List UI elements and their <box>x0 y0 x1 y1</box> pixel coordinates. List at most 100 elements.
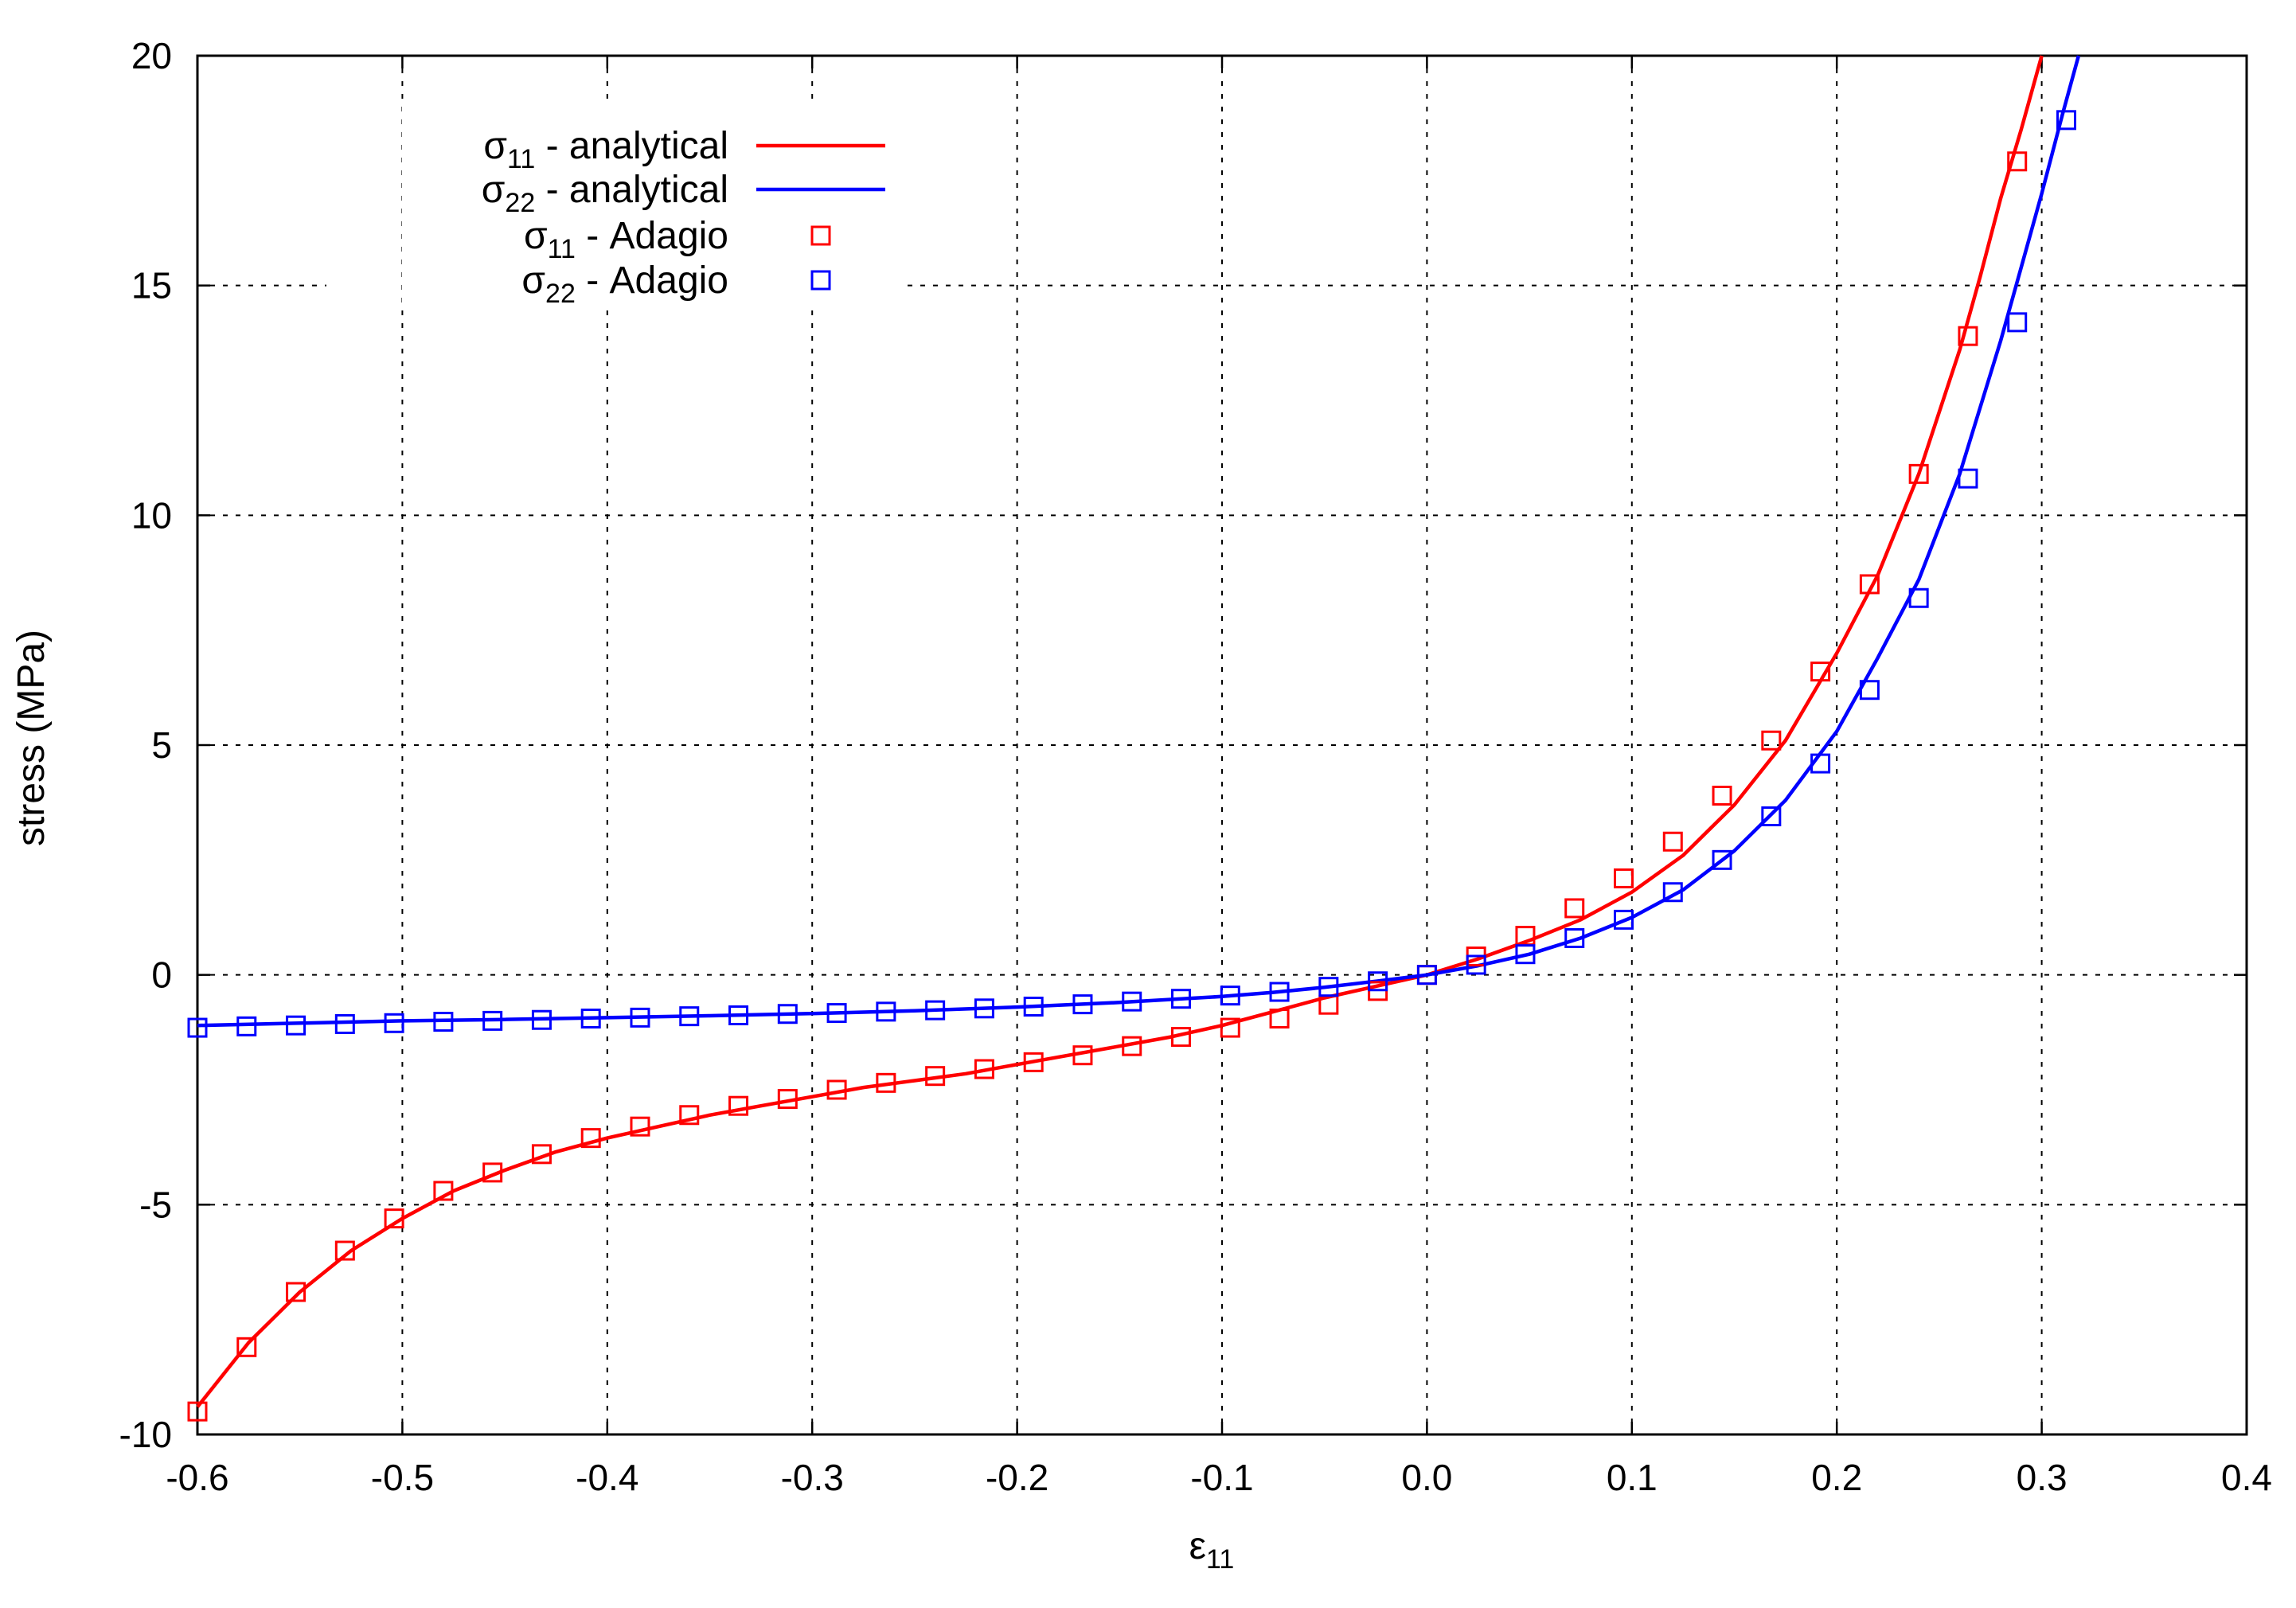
legend-label-s11-analytical: σ11 - analytical <box>483 125 728 174</box>
s11-adagio-point <box>1023 1052 1044 1072</box>
y-tick-label: 0 <box>151 954 172 996</box>
y-axis-label: stress (MPa) <box>10 630 53 846</box>
s11-adagio-point <box>630 1116 650 1137</box>
s22-adagio-point <box>679 1006 700 1027</box>
s22-adagio-point <box>1515 944 1536 965</box>
s11-analytical-line <box>196 55 2044 1408</box>
s11-adagio-point <box>580 1128 601 1149</box>
y-tick-label: 5 <box>151 724 172 766</box>
series-s11-analytical <box>196 55 2044 1408</box>
s22-adagio-point <box>236 1016 257 1036</box>
s22-adagio-point <box>1072 994 1093 1015</box>
s11-adagio-point <box>1810 662 1831 682</box>
x-tick-label: -0.2 <box>986 1457 1048 1498</box>
x-tick-label: 0.2 <box>1811 1457 1862 1498</box>
s22-adagio-point <box>1564 927 1585 948</box>
s22-adagio-point <box>826 1003 847 1024</box>
s22-adagio-point <box>482 1010 503 1031</box>
y-tick-label: -5 <box>139 1184 172 1225</box>
legend-symbol: σ <box>482 169 506 211</box>
legend-subscript: 11 <box>507 144 535 174</box>
s22-adagio-point <box>1023 997 1044 1017</box>
s22-adagio-point <box>1122 991 1142 1012</box>
legend-subscript: 11 <box>548 234 576 264</box>
s22-adagio-point <box>531 1009 552 1030</box>
legend-suffix: - Adagio <box>576 260 728 302</box>
legend-suffix: - Adagio <box>576 215 728 257</box>
data-series <box>187 55 2081 1422</box>
s11-adagio-point <box>531 1144 552 1165</box>
s22-adagio-point <box>1908 587 1929 608</box>
x-tick-label: 0.0 <box>1401 1457 1452 1498</box>
x-tick-label: -0.4 <box>576 1457 638 1498</box>
s11-adagio-point <box>679 1105 700 1126</box>
y-tick-label: 15 <box>131 265 172 306</box>
s22-adagio-point <box>728 1005 749 1025</box>
s22-adagio-point <box>1466 954 1486 975</box>
legend-suffix: - analytical <box>535 125 728 167</box>
y-tick-label: 20 <box>131 35 172 76</box>
x-tick-label: -0.3 <box>781 1457 844 1498</box>
legend-label-s11-adagio: σ11 - Adagio <box>524 215 728 264</box>
legend-swatch-s22-adagio <box>810 270 831 291</box>
y-tick-label: 10 <box>131 494 172 536</box>
x-tick-label: -0.5 <box>371 1457 434 1498</box>
legend-box <box>402 103 904 310</box>
s22-adagio-point <box>1712 849 1732 870</box>
s11-adagio-point <box>334 1240 355 1261</box>
s22-adagio-point <box>925 1000 946 1021</box>
s22-adagio-point <box>1761 806 1782 826</box>
legend-subscript: 22 <box>545 279 576 309</box>
series-s22-adagio <box>187 110 2076 1038</box>
s11-adagio-point <box>1859 574 1880 595</box>
x-tick-label: 0.3 <box>2017 1457 2068 1498</box>
grid-lines <box>197 56 2247 1434</box>
legend-label-s22-adagio: σ22 - Adagio <box>521 260 728 309</box>
s22-adagio-point <box>580 1009 601 1029</box>
s11-adagio-point <box>1269 1009 1290 1029</box>
s22-adagio-point <box>1318 977 1339 997</box>
x-tick-label: 0.1 <box>1607 1457 1658 1498</box>
s11-adagio-point <box>777 1089 798 1110</box>
s11-adagio-point <box>1761 730 1782 751</box>
s11-adagio-point <box>1614 868 1634 888</box>
s11-adagio-point <box>236 1337 257 1357</box>
s11-adagio-point <box>286 1282 307 1302</box>
s22-adagio-point <box>433 1012 454 1032</box>
s22-adagio-point <box>876 1001 896 1022</box>
s11-adagio-point <box>384 1208 404 1229</box>
s11-adagio-point <box>876 1072 896 1093</box>
s22-adagio-point <box>1171 989 1192 1009</box>
s22-adagio-point <box>1859 680 1880 701</box>
legend-symbol: σ <box>524 215 548 257</box>
legend-symbol: σ <box>521 260 545 302</box>
s22-adagio-point <box>286 1015 307 1036</box>
legend-label-s22-analytical: σ22 - analytical <box>482 169 728 218</box>
s22-adagio-point <box>187 1017 208 1038</box>
s22-adagio-point <box>1416 965 1437 985</box>
s11-adagio-point <box>1908 463 1929 484</box>
x-axis-label: ε11 <box>1189 1525 1235 1575</box>
s11-adagio-point <box>482 1162 503 1183</box>
s22-adagio-point <box>334 1013 355 1034</box>
legend-suffix: - analytical <box>535 169 728 211</box>
s11-adagio-point <box>187 1401 208 1422</box>
tick-labels: -0.6 -0.5 -0.4 -0.3 -0.2 -0.1 0.0 0.1 0.2 0.3 0.4 -… <box>119 35 2272 1498</box>
s11-adagio-point <box>1564 898 1585 919</box>
s11-adagio-point <box>1122 1036 1142 1056</box>
s22-adagio-point <box>630 1007 650 1028</box>
s11-adagio-point <box>728 1095 749 1116</box>
s11-adagio-point <box>433 1181 454 1201</box>
s22-adagio-point <box>2007 312 2028 333</box>
x-tick-label: -0.1 <box>1190 1457 1253 1498</box>
x-tick-label: 0.4 <box>2221 1457 2272 1498</box>
s11-adagio-point <box>2007 151 2028 172</box>
s22-adagio-point <box>1662 882 1683 903</box>
s11-adagio-point <box>1662 831 1683 852</box>
s22-adagio-point <box>2056 110 2076 131</box>
s22-adagio-point <box>1810 753 1831 774</box>
s11-adagio-point <box>1712 786 1732 806</box>
s22-adagio-point <box>1368 971 1388 992</box>
x-axis-label-sub: 11 <box>1206 1544 1234 1575</box>
